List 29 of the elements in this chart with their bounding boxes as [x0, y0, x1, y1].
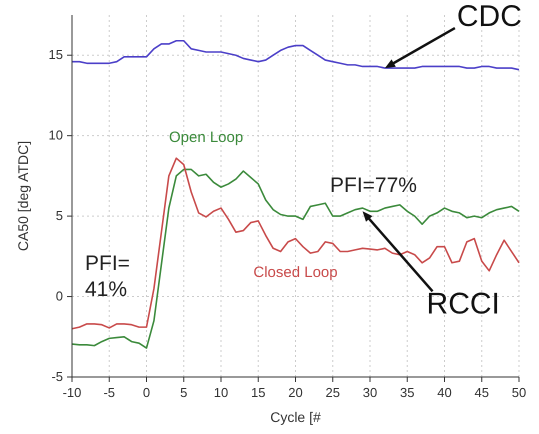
x-tick-label: 50 — [512, 385, 526, 400]
series-label: Open Loop — [168, 129, 244, 146]
line-series — [71, 40, 520, 70]
series-label: Closed Loop — [253, 264, 338, 282]
y-tick-label: -5 — [51, 369, 63, 384]
y-tick-label: 5 — [56, 208, 63, 224]
x-tick-label: 20 — [288, 385, 303, 400]
y-tick-label: 10 — [48, 128, 63, 143]
x-tick-label: 10 — [214, 385, 228, 400]
line-series — [71, 168, 520, 349]
x-axis-title: Cycle [# — [270, 409, 321, 425]
x-tick-label: 40 — [437, 385, 452, 400]
line-series — [71, 157, 520, 330]
x-tick-label: 30 — [362, 385, 378, 400]
y-tick-label: 0 — [56, 288, 63, 304]
annotation: CDC — [456, 0, 522, 34]
annotation: PFI=77% — [330, 174, 417, 197]
x-tick-label: 35 — [400, 385, 414, 400]
x-tick-label: 25 — [326, 385, 340, 400]
annotation: RCCI — [426, 287, 500, 320]
x-tick-label: -5 — [103, 385, 116, 400]
x-tick-label: 15 — [251, 385, 266, 400]
annotation: PFI= 41% — [85, 252, 130, 301]
y-tick-label: 15 — [48, 47, 63, 62]
x-tick-label: -10 — [62, 385, 82, 400]
x-tick-label: 45 — [474, 385, 489, 400]
x-tick-label: 0 — [142, 385, 150, 400]
x-tick-label: 5 — [180, 385, 188, 400]
y-axis-title: CA50 [deg ATDC] — [15, 140, 31, 252]
